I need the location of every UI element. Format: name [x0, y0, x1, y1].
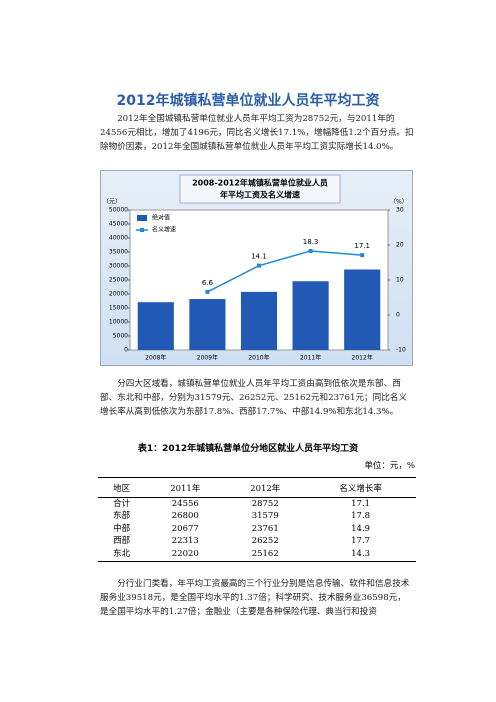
- table-cell: 26800: [171, 511, 199, 522]
- table-cell: 31579: [251, 511, 279, 522]
- y-tick-label: 0: [124, 347, 128, 354]
- y2-tick-label: 0: [396, 312, 400, 319]
- bar: [240, 291, 278, 350]
- y-tick-label: 15000: [109, 305, 128, 312]
- table-row: 东北 22020 25162 14.3: [98, 548, 416, 562]
- table-cell: 20677: [171, 523, 199, 534]
- line: [207, 250, 363, 293]
- legend-marker: [140, 228, 144, 232]
- table-cell: 17.1: [351, 498, 371, 509]
- table-cell: 17.8: [351, 511, 371, 522]
- table-cell: 26252: [251, 536, 279, 547]
- table-cell: 22313: [171, 536, 199, 547]
- table-cell: 22020: [145, 548, 226, 562]
- y-tick-label: 35000: [109, 249, 128, 256]
- y-axis-unit: （元）: [103, 199, 121, 206]
- y2-tick-label: 30: [396, 207, 404, 214]
- data-label: 17.1: [354, 242, 370, 250]
- table-cell: 24556: [171, 498, 199, 509]
- y-tick-label: 30000: [109, 263, 128, 270]
- table-row: 西部 22313 26252 17.7: [98, 536, 416, 549]
- table-row: 东部 26800 31579 17.8: [98, 511, 416, 524]
- y-tick-label: 25000: [109, 277, 128, 284]
- header-cell: 地区: [98, 477, 146, 498]
- y2-tick-label: 20: [396, 242, 404, 249]
- data-label: 14.1: [251, 253, 267, 261]
- doc-title: 2012年城镇私营单位就业人员年平均工资: [116, 93, 380, 109]
- paragraph: 分四大区域看，城镇私营单位就业人员年平均工资由高到低依次是东部、西部、东北和中部…: [100, 379, 408, 417]
- legend-swatch: [137, 215, 147, 221]
- header-cell: 2012年: [225, 477, 306, 498]
- data-table: 地区 2011年 2012年 名义增长率 合计 24556 28752 17.1 东部 26800…: [98, 477, 416, 562]
- y-tick-label: 45000: [109, 221, 128, 228]
- x-tick-label: 2009年: [197, 354, 218, 362]
- table-cell: 西部: [113, 536, 131, 547]
- legend-label: 绝对值: [152, 214, 170, 222]
- table-cell: 合计: [113, 498, 131, 509]
- y-tick-label: 50000: [109, 207, 128, 214]
- x-tick-label: 2008年: [145, 354, 166, 362]
- bar: [344, 269, 381, 350]
- line-marker: [360, 253, 365, 258]
- line-marker: [205, 289, 210, 294]
- line-marker: [257, 263, 261, 268]
- table-cell: 25162: [225, 548, 306, 562]
- table-cell: 17.7: [351, 536, 371, 547]
- bar: [292, 281, 329, 350]
- chart-title: 2008-2012年城镇私营单位就业人员: [192, 178, 328, 188]
- header-cell: 名义增长率: [305, 477, 416, 498]
- table-row: 中部 20677 23761 14.9: [98, 523, 416, 536]
- y-tick-label: 40000: [109, 235, 128, 242]
- chart-title: 年平均工资及名义增速: [220, 190, 300, 200]
- y-tick-label: 20000: [109, 291, 128, 298]
- table-unit: 单位：元，%: [364, 461, 415, 471]
- x-tick-label: 2011年: [300, 354, 321, 362]
- table-header-row: 地区 2011年 2012年 名义增长率: [98, 477, 416, 498]
- data-label: 18.3: [303, 238, 319, 246]
- table-cell: 23761: [251, 523, 279, 534]
- bar: [189, 299, 226, 350]
- paragraph: 2012年全国城镇私营单位就业人员年平均工资为28752元，与2011年的245…: [100, 114, 414, 152]
- y2-tick-label: -10: [396, 347, 406, 354]
- table-cell: 中部: [113, 523, 131, 534]
- bar: [137, 302, 174, 350]
- table-row: 合计 24556 28752 17.1: [98, 498, 416, 511]
- y2-axis-unit: （%）: [390, 199, 408, 206]
- table-cell: 东北: [98, 548, 146, 562]
- header-cell: 2011年: [145, 477, 226, 498]
- legend-label: 名义增速: [152, 226, 176, 234]
- x-tick-label: 2012年: [352, 354, 373, 362]
- table-title: 表1：2012年城镇私营单位分地区就业人员年平均工资: [137, 444, 359, 454]
- y-tick-label: 10000: [109, 319, 128, 326]
- chart-title-box: [179, 174, 341, 204]
- y-tick-label: 5000: [113, 333, 128, 340]
- data-label: 6.6: [202, 279, 214, 287]
- y2-tick-label: 10: [396, 277, 404, 284]
- paragraph: 分行业门类看，年平均工资最高的三个行业分别是信息传输、软件和信息技术服务业395…: [100, 579, 410, 617]
- x-tick-label: 2010年: [248, 354, 269, 362]
- table-cell: 东部: [113, 511, 131, 522]
- table-cell: 28752: [251, 498, 279, 509]
- table-cell: 14.3: [305, 548, 416, 562]
- line-marker: [308, 248, 313, 253]
- table-cell: 14.9: [351, 523, 371, 534]
